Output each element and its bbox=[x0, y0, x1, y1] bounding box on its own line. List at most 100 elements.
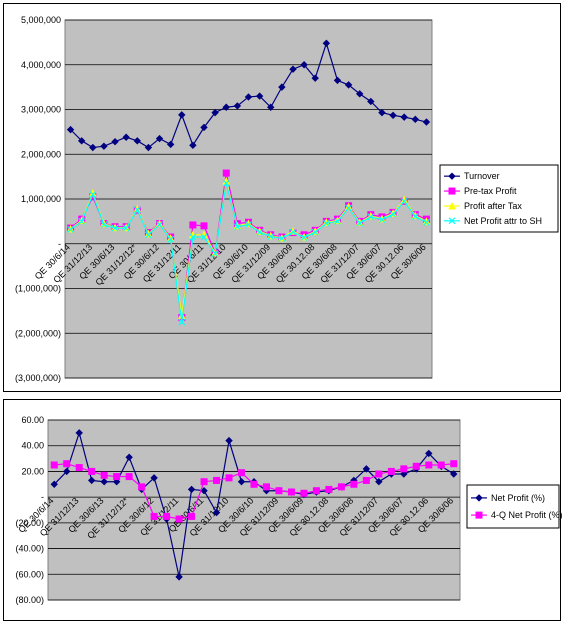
data-point bbox=[411, 115, 420, 124]
data-point bbox=[233, 102, 242, 110]
y-tick-label: 4,000,000 bbox=[21, 60, 61, 70]
data-point bbox=[322, 219, 330, 227]
data-point bbox=[325, 485, 333, 493]
data-point bbox=[63, 460, 71, 468]
y-tick-label: 3,000,000 bbox=[21, 105, 61, 115]
data-point bbox=[122, 133, 130, 141]
legend-marker bbox=[448, 187, 456, 195]
data-point bbox=[150, 512, 158, 520]
data-point bbox=[289, 228, 297, 236]
data-point bbox=[125, 473, 133, 481]
data-point bbox=[222, 103, 230, 111]
data-point bbox=[166, 140, 175, 149]
data-point bbox=[367, 213, 375, 221]
data-point bbox=[133, 137, 141, 145]
data-point bbox=[267, 103, 275, 111]
data-point bbox=[138, 483, 146, 491]
plot-area bbox=[47, 419, 461, 601]
data-point bbox=[345, 204, 353, 212]
data-point bbox=[163, 512, 171, 520]
data-point bbox=[389, 210, 397, 218]
data-point bbox=[222, 169, 230, 177]
y-tick-label: (3,000,000) bbox=[15, 373, 61, 383]
y-tick-label: 2,000,000 bbox=[21, 149, 61, 159]
data-point bbox=[389, 111, 397, 120]
y-tick-label: 5,000,000 bbox=[21, 15, 61, 25]
data-point bbox=[311, 228, 319, 236]
data-point bbox=[144, 231, 152, 239]
y-tick-label: - bbox=[41, 492, 44, 502]
data-point bbox=[245, 221, 252, 228]
data-point bbox=[100, 478, 108, 486]
legend-marker bbox=[448, 172, 456, 180]
legend-marker bbox=[475, 494, 483, 502]
legend-box bbox=[466, 484, 560, 529]
data-point bbox=[387, 467, 395, 475]
y-tick-label: 20.00 bbox=[21, 466, 44, 476]
data-point bbox=[375, 470, 383, 478]
data-point bbox=[367, 97, 375, 106]
data-point bbox=[100, 471, 108, 479]
data-point bbox=[300, 61, 308, 69]
data-point bbox=[122, 224, 130, 232]
legend-label: Pre-tax Profit bbox=[464, 186, 517, 196]
data-point bbox=[344, 81, 353, 89]
data-point bbox=[175, 573, 183, 581]
data-point bbox=[238, 469, 246, 477]
data-point bbox=[200, 222, 208, 230]
data-point bbox=[362, 476, 370, 484]
data-point bbox=[125, 453, 133, 461]
legend-label: Profit after Tax bbox=[464, 201, 522, 211]
data-point bbox=[111, 138, 119, 146]
data-point bbox=[222, 179, 230, 187]
data-point bbox=[111, 224, 119, 232]
data-point bbox=[100, 221, 108, 228]
data-point bbox=[211, 250, 219, 258]
data-point bbox=[423, 218, 430, 226]
data-point bbox=[400, 465, 408, 473]
data-point bbox=[278, 234, 286, 242]
data-point bbox=[133, 206, 141, 214]
legend-label: Turnover bbox=[464, 171, 500, 181]
data-point bbox=[267, 233, 275, 241]
data-point bbox=[250, 480, 258, 488]
data-point bbox=[362, 465, 371, 473]
data-point bbox=[75, 464, 83, 472]
legend-marker bbox=[448, 217, 456, 225]
data-point bbox=[77, 137, 86, 145]
data-point bbox=[175, 515, 183, 523]
data-point bbox=[63, 467, 71, 476]
data-point bbox=[425, 461, 433, 469]
data-point bbox=[200, 123, 208, 132]
data-point bbox=[156, 221, 163, 228]
data-point bbox=[87, 476, 96, 485]
data-point bbox=[189, 221, 197, 229]
data-point bbox=[334, 217, 341, 225]
data-point bbox=[356, 219, 364, 227]
data-point bbox=[275, 487, 283, 495]
data-point bbox=[200, 233, 208, 241]
data-point bbox=[256, 228, 264, 236]
data-point bbox=[411, 213, 419, 220]
y-tick-label: (2,000,000) bbox=[15, 328, 61, 338]
data-point bbox=[155, 134, 164, 143]
data-point bbox=[100, 142, 108, 150]
data-point bbox=[287, 488, 295, 496]
data-point bbox=[113, 473, 121, 481]
data-point bbox=[262, 483, 270, 491]
y-tick-label: - bbox=[58, 239, 61, 249]
data-point bbox=[233, 223, 241, 231]
legend-label: 4-Q Net Profit (%) bbox=[491, 510, 563, 520]
data-point bbox=[356, 90, 364, 98]
data-point bbox=[422, 118, 431, 126]
data-point bbox=[450, 470, 458, 478]
data-point bbox=[378, 108, 386, 117]
data-point bbox=[211, 108, 219, 117]
data-point bbox=[289, 65, 297, 73]
data-point bbox=[333, 76, 342, 85]
data-point bbox=[244, 93, 253, 101]
data-point bbox=[178, 111, 186, 119]
legend-marker bbox=[475, 511, 483, 519]
